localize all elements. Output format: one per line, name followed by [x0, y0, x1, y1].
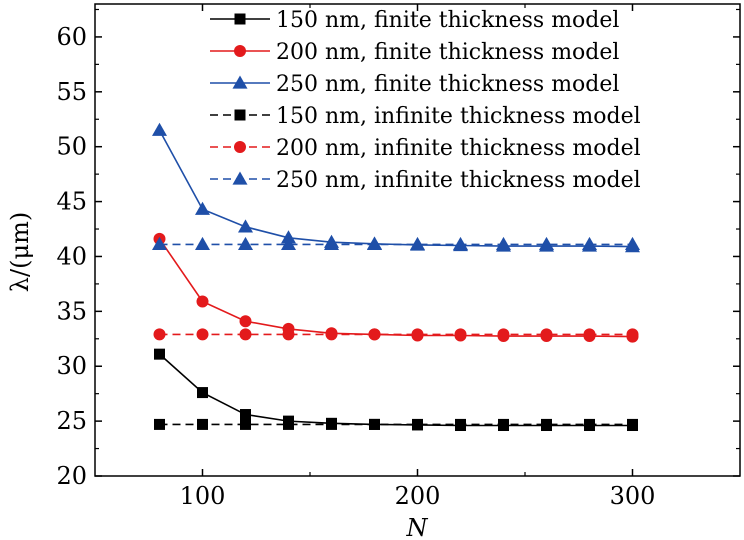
y-tick-label: 20 [56, 462, 87, 490]
legend-marker [234, 13, 246, 25]
data-point [583, 328, 596, 341]
y-tick-label: 25 [56, 407, 87, 435]
data-point [453, 236, 468, 251]
legend-label: 150 nm, finite thickness model [276, 8, 619, 33]
y-tick-label: 55 [56, 78, 87, 106]
data-point [410, 236, 425, 251]
y-tick-label: 50 [56, 133, 87, 161]
data-point [497, 328, 510, 341]
data-point [196, 295, 209, 308]
legend-entry: 150 nm, infinite thickness model [210, 104, 641, 129]
data-point [153, 328, 166, 341]
data-point [625, 236, 640, 251]
legend-marker [232, 171, 248, 185]
legend-marker [234, 109, 246, 121]
data-point [283, 418, 294, 430]
data-point [540, 328, 553, 341]
y-tick-label: 60 [56, 23, 87, 51]
y-tick-label: 30 [56, 352, 87, 380]
data-point [238, 219, 253, 233]
data-point [369, 418, 380, 430]
legend-label: 250 nm, finite thickness model [276, 72, 619, 97]
legend-entry: 250 nm, finite thickness model [210, 72, 619, 97]
x-tick-label: 300 [610, 482, 656, 510]
data-point [368, 328, 381, 341]
data-point [196, 328, 209, 341]
series-line [158, 238, 633, 338]
data-point [154, 348, 165, 360]
data-point [239, 315, 252, 328]
legend-label: 250 nm, infinite thickness model [276, 168, 641, 193]
y-tick-label: 45 [56, 188, 87, 216]
data-point [325, 328, 338, 341]
data-point [281, 230, 296, 244]
data-point [541, 418, 552, 430]
data-point [281, 236, 296, 251]
series-line [158, 353, 633, 427]
data-point [324, 236, 339, 251]
data-point [195, 201, 210, 215]
legend-marker [234, 141, 246, 153]
data-point [240, 418, 251, 430]
series-5 [153, 328, 639, 341]
y-axis-label: λ/(μm) [6, 212, 34, 292]
x-axis-label: N [406, 514, 429, 540]
data-point [454, 328, 467, 341]
legend-marker [232, 75, 248, 89]
legend: 150 nm, finite thickness model 200 nm, fi… [210, 8, 641, 193]
y-tick-label: 35 [56, 297, 87, 325]
data-point [367, 236, 382, 251]
data-point [539, 236, 554, 251]
legend-marker [234, 45, 246, 57]
series-layer [152, 122, 640, 432]
data-point [626, 328, 639, 341]
legend-entry: 150 nm, finite thickness model [210, 8, 619, 33]
legend-label: 200 nm, finite thickness model [276, 40, 619, 65]
data-point [282, 328, 295, 341]
data-point [412, 418, 423, 430]
y-tick-label: 40 [56, 242, 87, 270]
data-point [411, 328, 424, 341]
data-point [197, 387, 208, 399]
axes-layer: 20 25 30 35 40 45 50 55 60 100 200 300 [56, 4, 740, 510]
data-point [240, 409, 251, 421]
legend-entry: 200 nm, infinite thickness model [210, 136, 641, 161]
data-point [152, 122, 167, 136]
legend-entry: 250 nm, infinite thickness model [210, 168, 641, 193]
data-point [239, 328, 252, 341]
data-point [455, 418, 466, 430]
legend-label: 200 nm, infinite thickness model [276, 136, 641, 161]
legend-label: 150 nm, infinite thickness model [276, 104, 641, 129]
data-point [238, 236, 253, 251]
data-point [154, 418, 165, 430]
data-point [496, 236, 511, 251]
data-point [498, 418, 509, 430]
data-point [584, 418, 595, 430]
data-point [627, 418, 638, 430]
data-point [152, 236, 167, 251]
series-6 [152, 236, 640, 251]
series-1 [154, 348, 638, 432]
data-point [197, 418, 208, 430]
data-point [582, 236, 597, 251]
data-point [326, 418, 337, 430]
data-point [195, 236, 210, 251]
series-2 [153, 232, 639, 343]
x-tick-label: 200 [395, 482, 441, 510]
series-4 [154, 418, 638, 430]
legend-entry: 200 nm, finite thickness model [210, 40, 619, 65]
x-tick-label: 100 [180, 482, 226, 510]
